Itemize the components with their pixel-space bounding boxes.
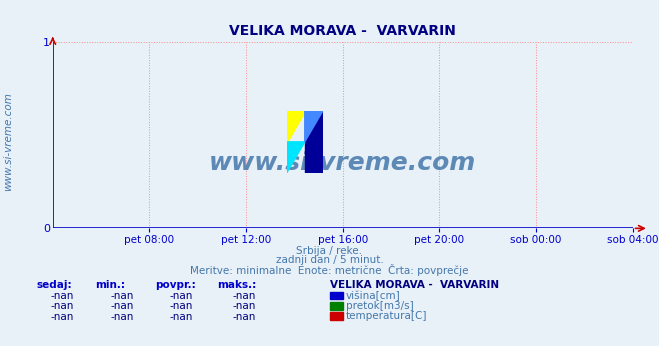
Text: temperatura[C]: temperatura[C]	[346, 311, 428, 321]
Text: Srbija / reke.: Srbija / reke.	[297, 246, 362, 256]
Text: -nan: -nan	[169, 312, 193, 321]
Text: -nan: -nan	[232, 301, 256, 311]
Text: -nan: -nan	[110, 291, 134, 301]
Text: zadnji dan / 5 minut.: zadnji dan / 5 minut.	[275, 255, 384, 265]
Polygon shape	[287, 142, 304, 173]
Text: povpr.:: povpr.:	[155, 281, 196, 290]
Text: -nan: -nan	[169, 291, 193, 301]
Text: VELIKA MORAVA -  VARVARIN: VELIKA MORAVA - VARVARIN	[330, 281, 499, 290]
Text: pretok[m3/s]: pretok[m3/s]	[346, 301, 414, 311]
Text: višina[cm]: višina[cm]	[346, 290, 401, 301]
Text: Meritve: minimalne  Enote: metrične  Črta: povprečje: Meritve: minimalne Enote: metrične Črta:…	[190, 264, 469, 275]
Text: sedaj:: sedaj:	[36, 281, 72, 290]
Text: -nan: -nan	[232, 312, 256, 321]
Text: -nan: -nan	[232, 291, 256, 301]
Polygon shape	[304, 111, 323, 142]
Text: -nan: -nan	[110, 301, 134, 311]
Text: -nan: -nan	[169, 301, 193, 311]
Text: -nan: -nan	[110, 312, 134, 321]
Polygon shape	[287, 111, 304, 142]
Text: maks.:: maks.:	[217, 281, 257, 290]
Text: -nan: -nan	[51, 301, 74, 311]
Text: www.si-vreme.com: www.si-vreme.com	[3, 92, 14, 191]
Polygon shape	[304, 111, 323, 173]
Text: min.:: min.:	[96, 281, 126, 290]
Text: -nan: -nan	[51, 312, 74, 321]
Title: VELIKA MORAVA -  VARVARIN: VELIKA MORAVA - VARVARIN	[229, 24, 456, 38]
Text: www.si-vreme.com: www.si-vreme.com	[209, 151, 476, 175]
Text: -nan: -nan	[51, 291, 74, 301]
